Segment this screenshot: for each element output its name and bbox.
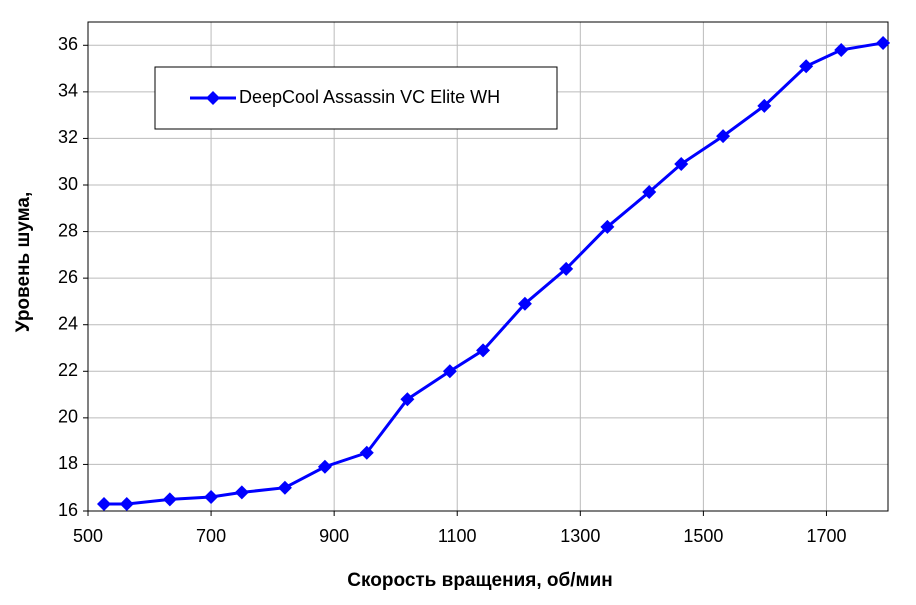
y-tick-label: 18 [58, 453, 78, 473]
x-tick-label: 1500 [683, 526, 723, 546]
data-point [799, 59, 814, 74]
y-tick-label: 34 [58, 81, 78, 101]
data-point [97, 497, 111, 512]
y-tick-label: 20 [58, 407, 78, 427]
data-point [834, 42, 849, 57]
y-tick-label: 30 [58, 174, 78, 194]
y-axis-title: Уровень шума, [13, 192, 34, 333]
x-tick-label: 500 [73, 526, 103, 546]
y-tick-label: 16 [58, 500, 78, 520]
data-point [757, 98, 772, 113]
plot-border [87, 21, 889, 512]
x-axis-title: Скорость вращения, об/мин [347, 570, 612, 591]
data-point [359, 445, 374, 460]
y-tick-label: 22 [58, 360, 78, 380]
data-point [317, 459, 332, 474]
data-point [476, 343, 491, 358]
data-point [559, 261, 574, 276]
data-point [876, 35, 891, 50]
x-tick-label: 700 [196, 526, 226, 546]
data-point [517, 296, 532, 311]
data-point [234, 485, 249, 500]
y-tick-label: 36 [58, 34, 78, 54]
data-point [119, 497, 134, 512]
x-tick-label: 900 [319, 526, 349, 546]
legend-label: DeepCool Assassin VC Elite WH [239, 87, 500, 107]
y-tick-label: 28 [58, 220, 78, 240]
data-point [442, 364, 457, 379]
data-point [204, 490, 219, 505]
x-tick-label: 1300 [560, 526, 600, 546]
x-tick-label: 1100 [438, 526, 477, 546]
y-tick-label: 26 [58, 267, 78, 287]
data-point [600, 219, 615, 234]
data-point [400, 392, 415, 407]
legend-marker [206, 91, 220, 105]
y-tick-label: 32 [58, 127, 78, 147]
y-tick-label: 24 [58, 313, 78, 333]
data-point [642, 184, 657, 199]
data-point [716, 129, 731, 144]
x-tick-label: 1700 [806, 526, 846, 546]
data-point [674, 157, 689, 172]
data-point [162, 492, 177, 507]
data-point [277, 480, 292, 495]
